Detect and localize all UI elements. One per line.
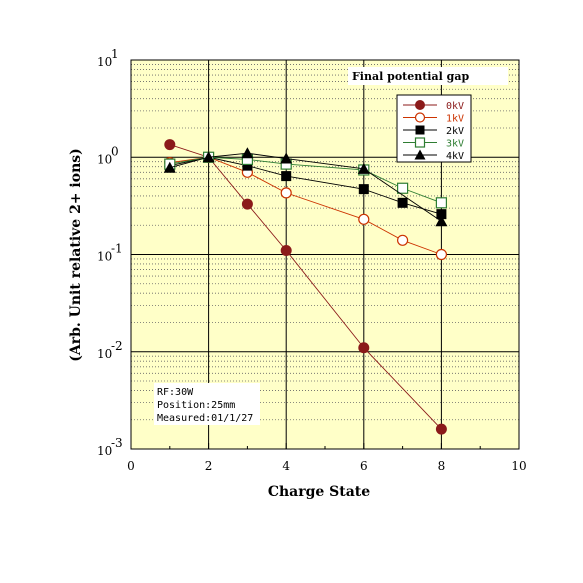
legend-marker [415,125,425,135]
data-point-2kv [436,209,447,220]
data-point-4kv [163,161,176,173]
data-point-1kv [435,248,447,261]
series-line-0kv [169,144,442,430]
legend-marker [415,100,425,110]
legend-label: 4kV [446,151,464,162]
x-axis-label: Charge State [268,484,370,500]
series-0kv [164,139,447,435]
data-point-1kv [280,187,292,199]
y-tick-exponent: 1 [111,47,119,61]
data-point-3kv [435,197,447,209]
legend-box [396,94,472,163]
series-layer [163,139,448,435]
legend-label: 0kV [446,101,464,112]
x-tick-label: 0 [127,459,135,473]
legend-title-box: Final potential gap [348,67,508,85]
data-point-2kv [281,171,292,182]
legend-item-4kv: 4kV [403,149,464,162]
info-line-position: Position:25mm [157,400,235,411]
data-point-4kv [202,151,215,163]
data-point-0kv [280,244,292,256]
legend-item-3kv: 3kV [403,137,464,150]
y-tick-label: 101 [97,47,119,69]
x-axis: 0 2 4 6 8 10 [127,443,527,473]
data-point-1kv [397,234,409,246]
data-point-4kv [357,162,370,174]
grid [131,60,519,449]
y-tick-exponent: -1 [111,242,123,256]
data-point-4kv [241,147,254,159]
data-point-0kv [358,342,370,354]
legend-item-0kv: 0kV [403,100,464,112]
y-tick-label: 100 [97,144,119,166]
x-tick-label: 10 [511,459,526,473]
legend-label: 3kV [446,139,464,150]
y-tick-label: 10-3 [97,436,123,458]
data-point-4kv [280,152,293,164]
legend-title: Final potential gap [352,70,469,83]
y-tick-base: 10 [97,347,112,361]
series-line-4kv [169,152,442,222]
data-point-1kv [358,213,370,225]
data-point-0kv [435,423,447,435]
x-tick-label: 8 [438,459,446,473]
legend-item-2kv: 2kV [403,125,464,137]
data-point-2kv [358,184,369,195]
data-point-3kv [397,182,409,194]
x-tick-label: 2 [205,459,213,473]
data-point-4kv [435,215,448,227]
y-tick-exponent: -3 [111,436,123,450]
y-tick-exponent: -2 [111,339,123,353]
y-axis-label: (Arb. Unit relative 2+ ions) [68,148,84,362]
series-4kv [163,147,448,227]
legend-label: 1kV [446,114,464,125]
x-tick-label: 4 [282,459,290,473]
y-tick-base: 10 [97,152,112,166]
legend-item-1kv: 1kV [403,112,464,125]
legend-label: 2kV [446,126,464,137]
info-line-measured: Measured:01/1/27 [157,413,253,424]
y-tick-base: 10 [97,444,112,458]
data-point-0kv [241,198,253,210]
legend-marker [414,112,426,123]
legend-marker [414,149,426,160]
data-point-2kv [397,197,408,208]
data-point-0kv [164,139,176,151]
y-tick-exponent: 0 [111,144,119,158]
data-point-2kv [242,160,253,171]
legend-marker [414,137,426,148]
x-tick-label: 6 [360,459,368,473]
y-tick-label: 10-2 [97,339,123,361]
info-line-rf: RF:30W [157,387,194,398]
y-tick-base: 10 [97,55,112,69]
y-tick-base: 10 [97,250,112,264]
info-box: RF:30W Position:25mm Measured:01/1/27 [154,383,260,425]
y-tick-label: 10-1 [97,242,123,264]
